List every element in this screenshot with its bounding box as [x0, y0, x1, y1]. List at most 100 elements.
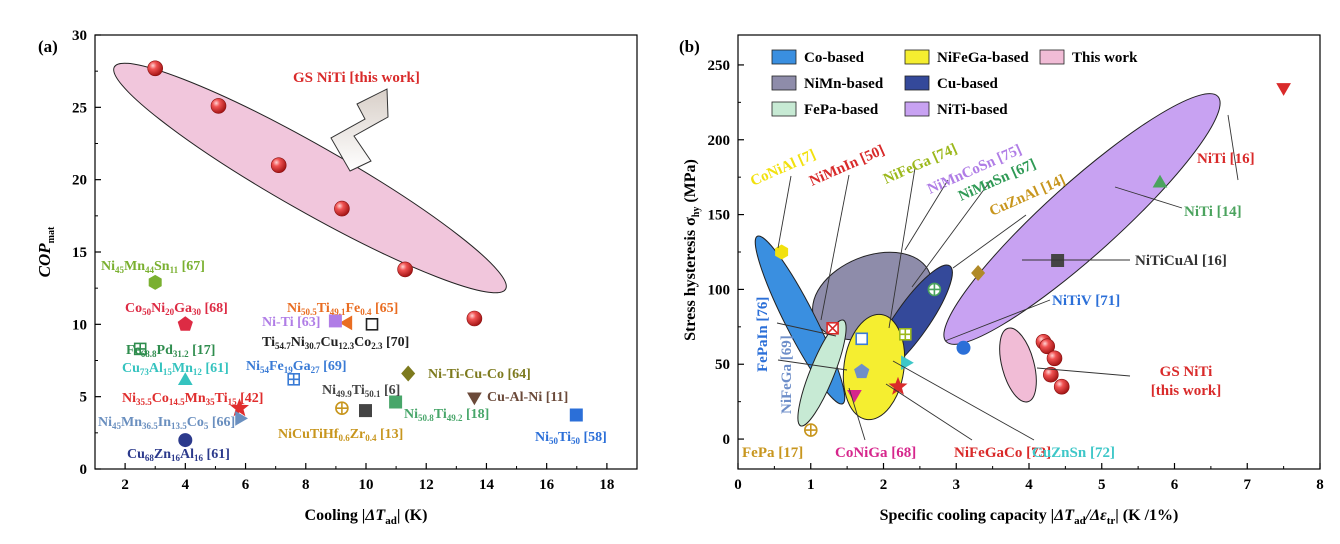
x-tick-label-b: 3 — [953, 477, 961, 493]
x-tick-label-a: 2 — [121, 477, 129, 493]
legend-item-this-work: This work — [1039, 49, 1138, 66]
panel-b-axes: 0 1 2 3 4 5 6 7 8 0 50 100 150 200 250 — [708, 58, 1324, 493]
x-tick-label-a: 6 — [242, 477, 250, 493]
legend-label: NiMn-based — [804, 76, 884, 92]
marker-co50ni20ga30-68 — [177, 316, 193, 331]
this-work-ellipse-a — [113, 62, 507, 294]
y-tick-label-b: 0 — [723, 432, 731, 448]
gs-niti-sphere-b-5 — [1053, 378, 1070, 395]
leader-lines — [776, 114, 1239, 441]
marker-nifega-69 — [854, 363, 870, 379]
marker-cu73al15mn12-61 — [177, 372, 193, 386]
legend-item-fepa-based: FePa-based — [771, 101, 879, 118]
marker-ni50-5ti49-1fe0-4-65 — [339, 315, 353, 331]
legend-item-nimn-based: NiMn-based — [771, 75, 884, 92]
marker-conial-7 — [775, 244, 789, 260]
legend-item-niti-based: NiTi-based — [904, 101, 1008, 118]
x-tick-label-a: 10 — [359, 477, 374, 493]
marker-nicutihf0-6zr0-4-13 — [335, 401, 349, 416]
panel-b-label: (b) — [679, 37, 700, 56]
legend-item-nifega-based: NiFeGa-based — [904, 49, 1029, 66]
marker-nifega-74 — [898, 327, 912, 341]
point-label-ni-ti-63: Ni-Ti [63] — [262, 315, 320, 330]
marker-fepa-17 — [803, 423, 818, 437]
callout-cuznsn: CuZnSn [72] — [1032, 445, 1115, 461]
marker-nitiv-71 — [956, 340, 971, 355]
y-tick-label-b: 200 — [708, 133, 731, 149]
y-tick-label-a: 25 — [72, 100, 87, 116]
x-tick-label-a: 16 — [539, 477, 555, 493]
y-tick-label-b: 100 — [708, 282, 731, 298]
y-tick-label-a: 20 — [72, 173, 87, 189]
x-tick-label-a: 12 — [419, 477, 434, 493]
point-label-cu73al15mn12-61: Cu73Al15Mn12 [61] — [122, 361, 229, 377]
panel-a-plot-area: Ni45Mn44Sn11 [67] Co50Ni20Ga30 [68] Ni50.5… — [98, 60, 607, 463]
legend-label: FePa-based — [804, 102, 879, 118]
this-work-ellipse-b — [999, 327, 1037, 403]
y-tick-label-b: 150 — [708, 208, 731, 224]
point-label-ni50ti50-58: Ni50Ti50 [58] — [535, 430, 607, 446]
panel-b-legend: Co-based NiFeGa-based This work NiMn-based C… — [771, 49, 1138, 118]
point-label-ni45mn36-5in13-5co5-66: Ni45Mn36.5In13.5Co5 [66] — [98, 415, 235, 431]
point-label-ti54-7ni30-7cu12-3co2-3-70: Ti54.7Ni30.7Cu12.3Co2.3 [70] — [262, 335, 409, 351]
marker-cuznsn-72 — [901, 355, 914, 371]
niti-based-ellipse — [943, 93, 1221, 345]
callout-fepain: FePaIn [76] — [755, 297, 771, 372]
gs-niti-sphere-a-2 — [210, 98, 227, 114]
callout-niti-16: NiTi [16] — [1197, 151, 1255, 167]
point-label-ni49-9ti50-1-6: Ni49.9Ti50.1 [6] — [322, 383, 400, 399]
panel-b-xlabel: Specific cooling capacity |ΔTad/Δεtr| (K… — [880, 507, 1179, 527]
y-tick-label-a: 30 — [72, 28, 87, 44]
marker-niti-14 — [1152, 174, 1168, 188]
legend-label: Cu-based — [937, 76, 999, 92]
x-tick-label-b: 5 — [1098, 477, 1106, 493]
fepa-based-ellipse — [797, 319, 847, 427]
panel-a-ylabel: COPmat — [35, 226, 57, 277]
gs-niti-sphere-a-1 — [147, 60, 163, 77]
marker-ni50ti50-58 — [569, 408, 583, 422]
callout-gs-niti-b: GS NiTi — [1160, 364, 1213, 380]
panel-b-plot-area — [775, 83, 1291, 437]
marker-ni54fe19ga27-69 — [287, 372, 301, 386]
y-tick-label-a: 10 — [72, 317, 87, 333]
legend-item-co-based: Co-based — [771, 49, 865, 66]
callout-nitiv: NiTiV [71] — [1052, 293, 1120, 309]
x-tick-label-a: 8 — [302, 477, 310, 493]
y-tick-label-b: 50 — [715, 357, 730, 373]
x-tick-label-b: 0 — [734, 477, 742, 493]
x-tick-label-a: 14 — [479, 477, 495, 493]
x-tick-label-b: 1 — [807, 477, 815, 493]
gs-niti-sphere-b-4 — [1043, 366, 1059, 383]
marker-niticual-16 — [1051, 254, 1065, 267]
point-label-fe68-8pd31-2-17: Fe68.8Pd31.2 [17] — [126, 343, 215, 359]
point-label-ni50-5ti49-1fe0-4-65: Ni50.5Ti49.1Fe0.4 [65] — [287, 301, 398, 317]
panel-a-label: (a) — [38, 37, 58, 56]
gs-niti-sphere-b-2 — [1039, 338, 1055, 355]
callout-niticual: NiTiCuAl [16] — [1135, 253, 1227, 269]
point-label-cu-al-ni-11: Cu-Al-Ni [11] — [487, 390, 568, 405]
marker-fe68-8pd31-2-17 — [133, 342, 147, 356]
marker-ni49-9ti50-1-6 — [359, 404, 372, 418]
legend-label: Co-based — [804, 50, 865, 66]
x-tick-label-b: 7 — [1244, 477, 1252, 493]
trend-arrow — [330, 88, 389, 172]
marker-ni45mn44sn11-67 — [148, 274, 162, 290]
legend-swatch — [771, 101, 797, 117]
callout-conial: CoNiAl [7] — [748, 147, 818, 190]
annotation-gs-niti-a: GS NiTi [this work] — [293, 70, 420, 86]
marker-ni-ti-63 — [328, 314, 342, 328]
x-tick-label-b: 6 — [1171, 477, 1179, 493]
panel-a-xlabel: Cooling |ΔTad| (K) — [305, 507, 428, 527]
callout-nifegaco: NiFeGaCo [73] — [954, 445, 1051, 461]
legend-swatch — [904, 75, 930, 91]
marker-ni35-5co14-5mn35ti15-42 — [229, 398, 250, 417]
legend-label: NiFeGa-based — [937, 50, 1029, 66]
x-tick-label-b: 8 — [1316, 477, 1324, 493]
callout-nifega-69: NiFeGa [69] — [779, 335, 795, 414]
panel-a-axes: 2 4 6 8 10 12 14 16 18 0 5 10 15 20 25 30 — [72, 28, 638, 493]
marker-nimncosn-75 — [927, 282, 942, 297]
gs-niti-sphere-a-4 — [334, 200, 350, 217]
legend-swatch — [771, 75, 797, 91]
x-tick-label-b: 4 — [1025, 477, 1033, 493]
